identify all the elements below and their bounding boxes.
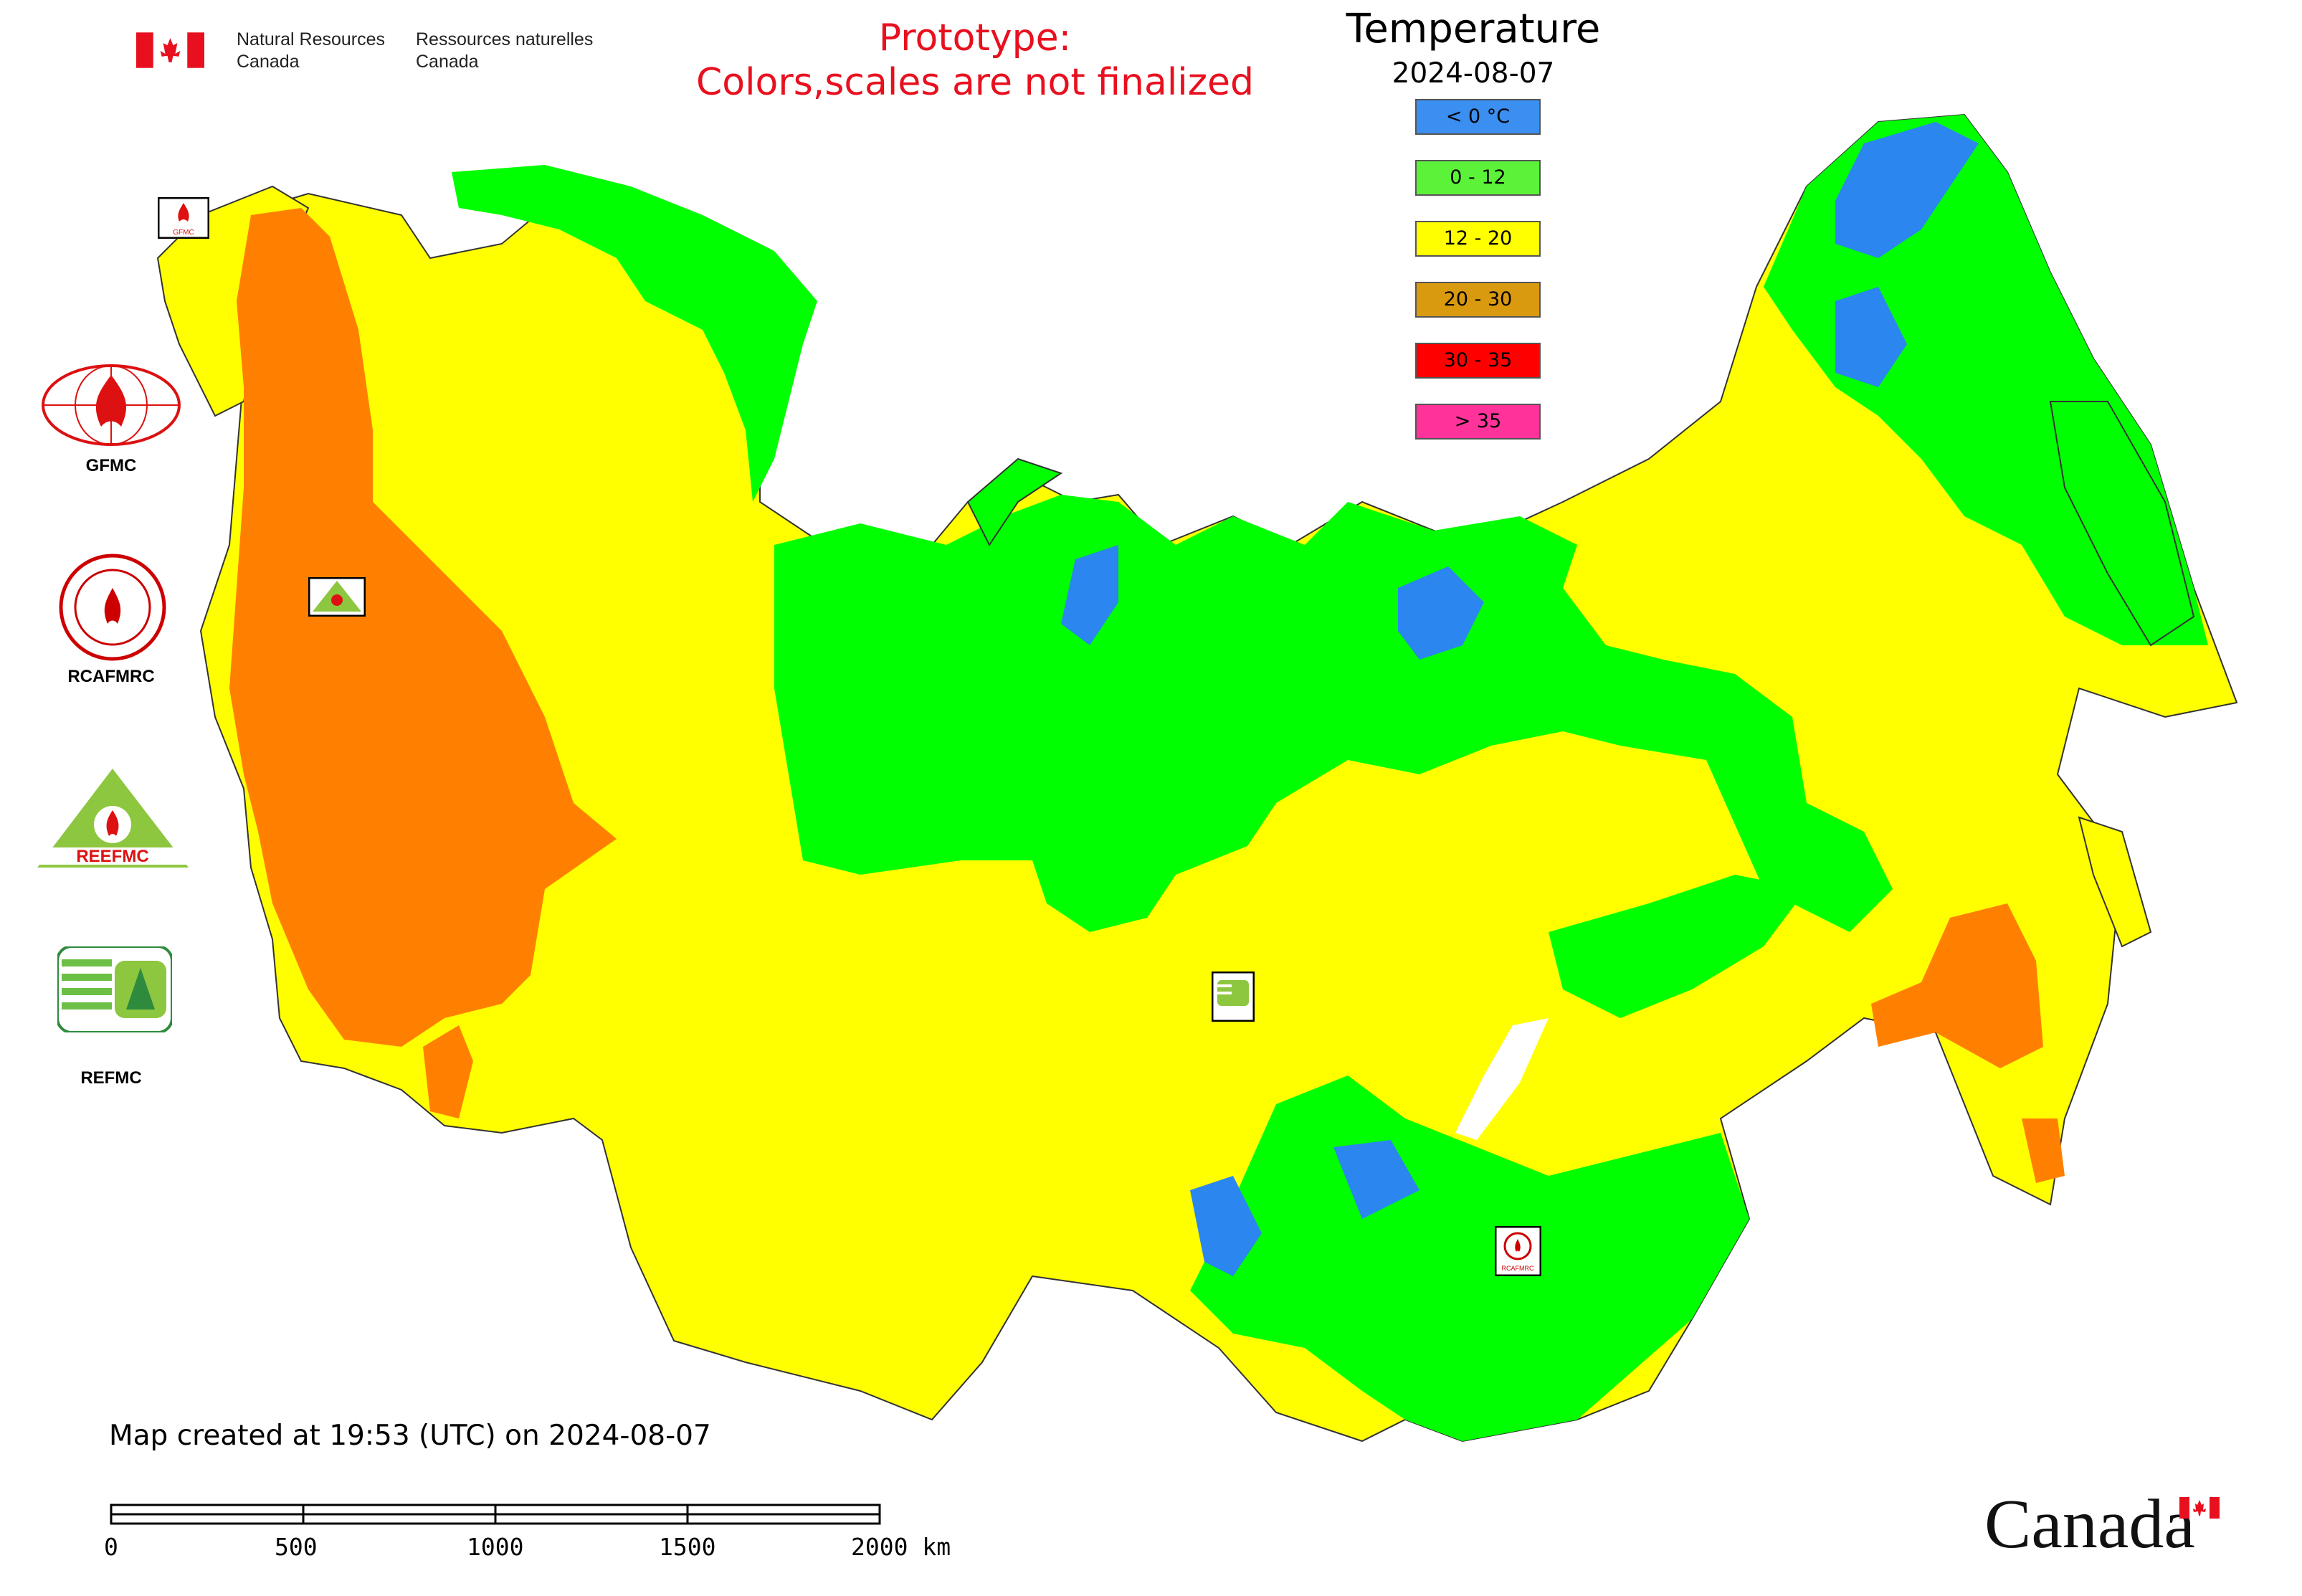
scale-bar	[110, 1504, 881, 1525]
reefmc-map-marker-icon	[308, 577, 366, 617]
zone-below-zero-chukotka	[1835, 122, 1979, 258]
sakhalin	[2078, 816, 2152, 948]
zone-warm-caucasus	[423, 1025, 473, 1118]
gfmc-logo-icon	[42, 364, 181, 446]
legend-item: 20 - 30	[1415, 282, 1541, 318]
agency-name-fr: Ressources naturelles Canada	[416, 29, 594, 72]
scale-label: 0	[104, 1533, 118, 1561]
gfmc-map-marker-label: GFMC	[173, 229, 194, 237]
rcafmrc-map-marker-label: RCAFMRC	[1502, 1265, 1534, 1272]
refmc-logo-icon	[57, 946, 172, 1032]
zone-below-zero-yakutia	[1835, 287, 1907, 387]
zone-cool-south	[1190, 1075, 1749, 1441]
zone-warm-primorye	[2022, 1118, 2065, 1183]
reefmc-logo-icon: REEFMC	[36, 769, 190, 868]
zone-cool-mongolia-edge	[1549, 875, 1807, 1018]
zone-cool-siberia	[774, 495, 1893, 932]
zone-warm-far-east	[1871, 903, 2043, 1068]
agency-name-en: Natural Resources Canada	[237, 29, 386, 72]
zone-below-zero-yamal	[1061, 545, 1118, 645]
zone-below-zero-altai	[1190, 1176, 1262, 1276]
legend-date: 2024-08-07	[1392, 57, 1555, 90]
zone-below-zero-putorana	[1398, 566, 1484, 660]
zone-cool-kola	[452, 165, 817, 502]
novaya-zemlya	[966, 457, 1063, 546]
canada-flag-icon	[136, 32, 204, 68]
canada-wordmark: Canada	[1984, 1486, 2195, 1563]
kamchatka	[2049, 401, 2195, 647]
rcafmrc-label: RCAFMRC	[67, 667, 155, 686]
lake-baikal	[1455, 1018, 1549, 1140]
prototype-note: Prototype: Colors,scales are not finaliz…	[695, 16, 1255, 104]
scale-label: 1500	[659, 1533, 716, 1561]
scale-label: 500	[275, 1533, 318, 1561]
refmc-label: REFMC	[80, 1068, 142, 1088]
map-created-timestamp: Map created at 19:53 (UTC) on 2024-08-07	[109, 1420, 711, 1452]
rcafmrc-logo-icon	[59, 554, 166, 661]
wordmark-flag-icon	[2179, 1497, 2220, 1519]
zone-below-zero-sayan	[1333, 1140, 1419, 1219]
gfmc-label: GFMC	[85, 456, 137, 475]
refmc-map-marker-icon	[1212, 972, 1255, 1022]
rcafmrc-map-marker-icon: RCAFMRC	[1495, 1226, 1541, 1276]
gfmc-map-marker-icon: GFMC	[158, 197, 209, 239]
legend-item: 0 - 12	[1415, 160, 1541, 196]
legend-title: Temperature	[1346, 6, 1601, 52]
reefmc-logo-text: REEFMC	[76, 847, 148, 866]
legend-item: 30 - 35	[1415, 343, 1541, 379]
zone-warm	[229, 208, 617, 1047]
legend-item: < 0 °C	[1415, 99, 1541, 135]
legend-item: 12 - 20	[1415, 221, 1541, 257]
legend-item: > 35	[1415, 404, 1541, 440]
scale-label: 1000	[467, 1533, 524, 1561]
scale-label: 2000 km	[851, 1533, 951, 1561]
